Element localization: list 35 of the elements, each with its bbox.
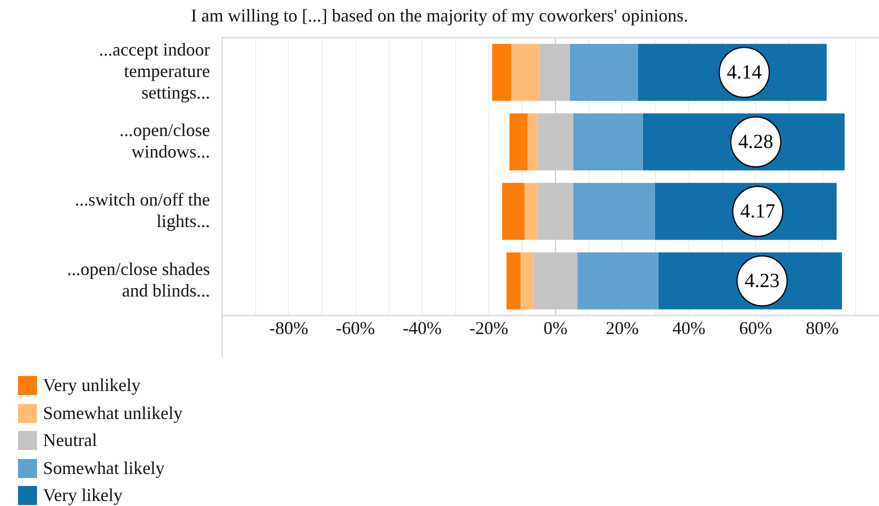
annotation: 4.28 (738, 131, 774, 154)
legend-label: Somewhat unlikely (43, 402, 182, 424)
bar (570, 44, 638, 101)
annotation: 4.17 (740, 200, 776, 223)
x-tick-label: 80% (806, 318, 839, 338)
chart-title: I am willing to [...] based on the majority of my coworkers' opinions. (190, 6, 688, 26)
x-tick-label: -80% (269, 318, 308, 338)
bar (502, 182, 524, 240)
bar (577, 252, 658, 310)
legend-label: Somewhat likely (43, 458, 164, 479)
x-tick-label: -40% (402, 318, 442, 338)
bar (506, 252, 520, 310)
annotation: 4.14 (726, 62, 762, 84)
x-tick-label: 20% (606, 318, 639, 338)
x-tick-label: 0% (544, 318, 568, 338)
bar (524, 182, 538, 240)
bar (492, 44, 512, 101)
legend-label: Very likely (43, 485, 122, 506)
x-tick-label: -60% (336, 318, 375, 338)
annotation: 4.23 (744, 270, 780, 292)
bar (511, 44, 540, 101)
bar (527, 113, 538, 170)
x-tick-label: -20% (469, 318, 508, 338)
x-tick-label: 40% (672, 318, 706, 338)
legend-label: Very unlikely (43, 375, 140, 396)
y-tick-label: ...switch on/off the lights... (74, 189, 210, 231)
y-tick-label: ...open/close windows... (120, 120, 210, 162)
x-tick-label: 60% (739, 318, 772, 338)
bar (520, 252, 534, 310)
y-tick-label: ...open/close shades and blinds... (67, 258, 210, 300)
legend-label: Neutral (43, 430, 97, 452)
bar (573, 182, 655, 240)
bar (573, 113, 643, 170)
y-tick-label: ...accept indoor temperature settings... (99, 39, 210, 103)
bar (509, 113, 528, 170)
